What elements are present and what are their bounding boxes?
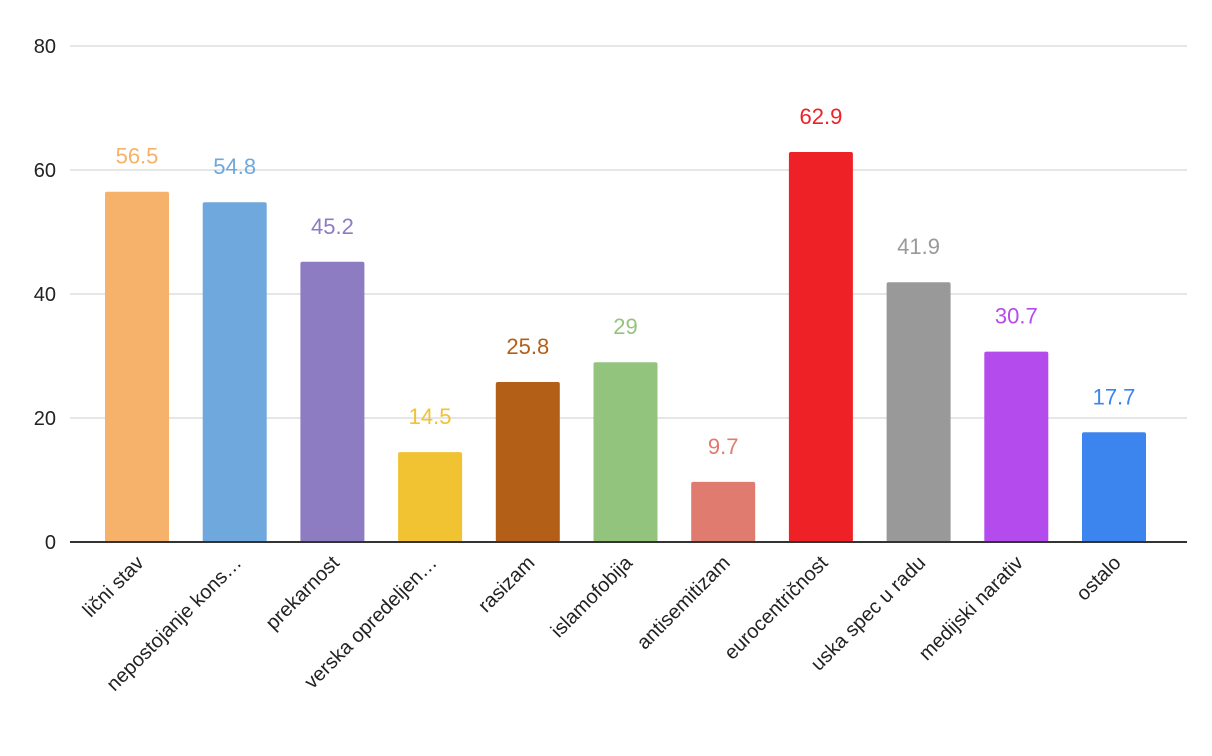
data-label: 25.8 <box>506 334 549 359</box>
y-tick-label: 80 <box>34 36 56 58</box>
data-label: 41.9 <box>897 234 940 259</box>
bar <box>1082 432 1146 542</box>
data-label: 30.7 <box>995 304 1038 329</box>
bar <box>202 202 267 543</box>
y-tick-label: 20 <box>34 408 56 430</box>
y-tick-label: 40 <box>34 284 56 306</box>
bar <box>593 362 658 542</box>
bars <box>105 152 1146 543</box>
category-label: islamofobija <box>547 551 638 642</box>
bar <box>886 282 951 542</box>
bar <box>691 481 756 542</box>
bar <box>788 152 853 542</box>
data-label: 45.2 <box>311 214 354 239</box>
data-label: 62.9 <box>799 104 842 129</box>
data-label: 14.5 <box>409 404 452 429</box>
category-label: prekarnost <box>262 552 345 635</box>
category-label: rasizam <box>474 552 539 617</box>
y-axis-ticks: 0 20 40 60 80 <box>34 36 56 554</box>
bar <box>300 261 365 542</box>
bar <box>984 351 1049 542</box>
data-label: 9.7 <box>708 434 739 459</box>
category-label: eurocentričnost <box>720 552 833 665</box>
y-tick-label: 60 <box>34 160 56 182</box>
data-label: 56.5 <box>116 144 159 169</box>
bar <box>495 382 560 542</box>
category-label: antisemitizam <box>633 552 735 654</box>
data-label: 54.8 <box>213 154 256 179</box>
data-label: 29 <box>613 314 637 339</box>
data-labels: 56.5 54.8 45.2 14.5 25.8 29 9.7 62.9 41.9 30.7 17.… <box>116 104 1136 459</box>
bar <box>398 452 463 542</box>
category-label: lični stav <box>79 552 149 622</box>
y-tick-label: 0 <box>45 532 56 554</box>
bar <box>105 191 169 542</box>
category-label: medijski narativ <box>915 552 1028 665</box>
data-label: 17.7 <box>1093 384 1136 409</box>
category-label: ostalo <box>1072 552 1125 605</box>
